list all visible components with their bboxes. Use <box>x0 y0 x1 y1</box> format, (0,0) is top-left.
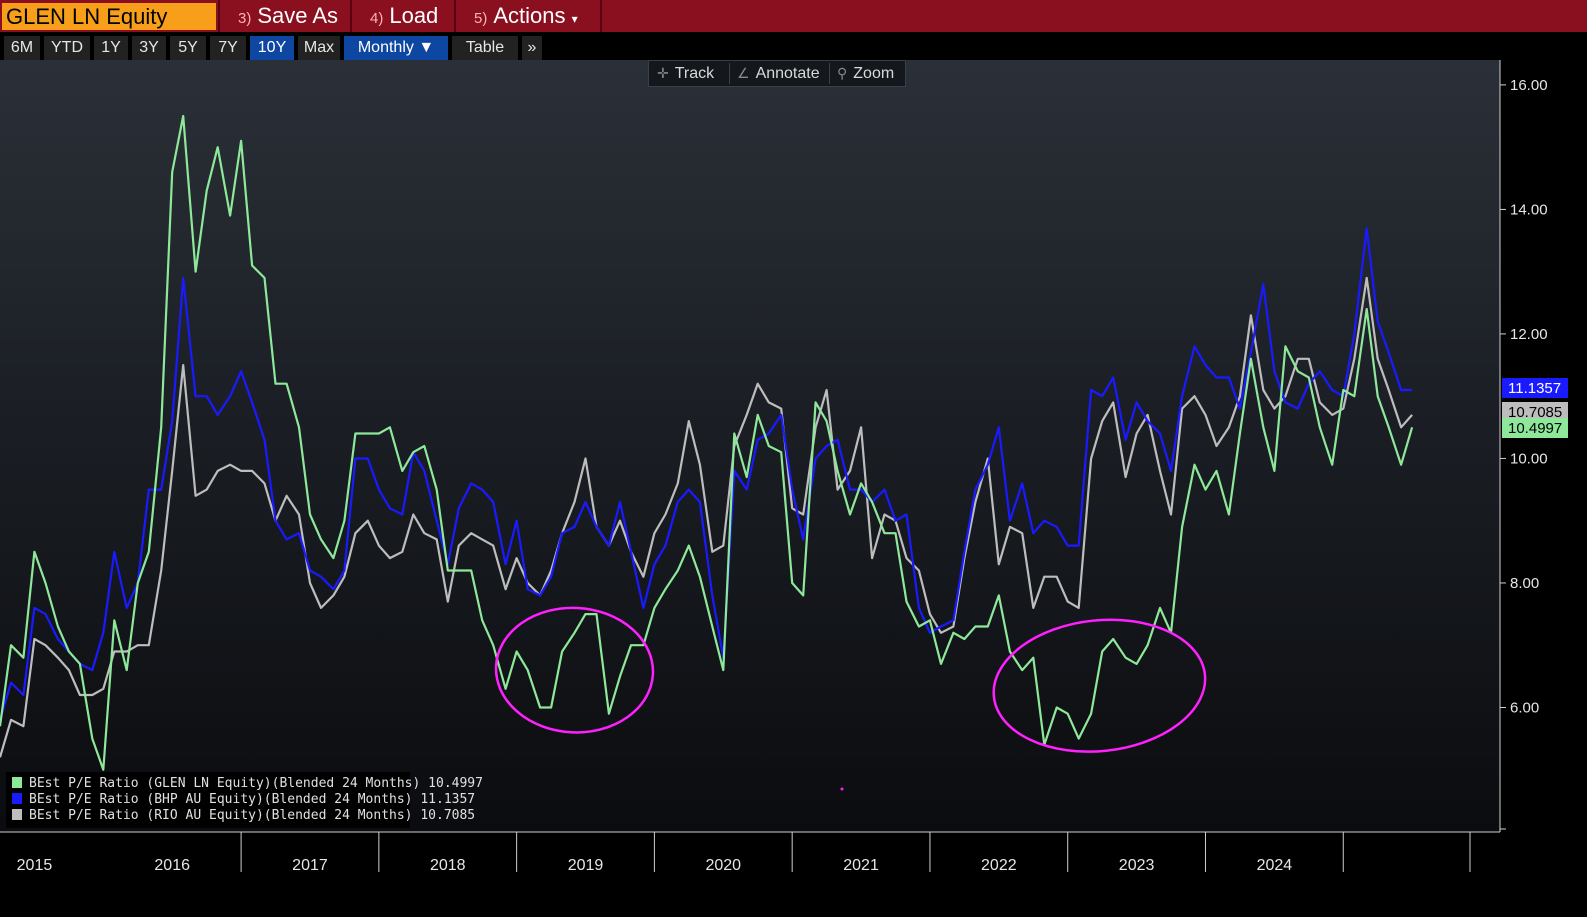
range-10y-button[interactable]: 10Y <box>250 36 294 60</box>
range-1y-button[interactable]: 1Y <box>94 36 128 60</box>
last-value-tag-rio <box>1502 402 1568 422</box>
x-tick-label: 2023 <box>1119 857 1155 874</box>
annotation-ellipse <box>992 618 1207 753</box>
annotation-ellipse <box>494 606 655 734</box>
table-button[interactable]: Table <box>452 36 518 60</box>
legend-swatch <box>12 777 22 788</box>
load-menu[interactable]: 4) Load <box>350 0 452 32</box>
y-tick-label: 10.00 <box>1510 450 1548 467</box>
legend-item-bhp[interactable]: BEst P/E Ratio (BHP AU Equity)(Blended 2… <box>12 792 475 808</box>
series-line-rio <box>0 276 1413 758</box>
frequency-dropdown[interactable]: Monthly ▼ <box>344 36 448 60</box>
annotation-dot <box>840 787 844 791</box>
last-value-tag-glen <box>1502 418 1568 438</box>
x-tick-label: 2019 <box>568 857 604 874</box>
range-3y-button[interactable]: 3Y <box>132 36 166 60</box>
legend-item-glen[interactable]: BEst P/E Ratio (GLEN LN Equity)(Blended … <box>12 776 483 792</box>
track-button[interactable]: ✛ Track <box>657 65 715 82</box>
chart-legend: BEst P/E Ratio (GLEN LN Equity)(Blended … <box>6 772 483 828</box>
x-tick-label: 2022 <box>981 857 1017 874</box>
actions-menu[interactable]: 5) Actions ▾ <box>454 0 600 32</box>
y-tick-label: 16.00 <box>1510 77 1548 94</box>
pencil-icon: ∠ <box>737 65 750 81</box>
x-tick-label: 2015 <box>17 857 53 874</box>
y-tick-label: 12.00 <box>1510 326 1548 343</box>
chart-tools-bar: ✛ Track ∠ Annotate ⚲ Zoom <box>648 60 906 87</box>
last-value-tag-bhp-text: 11.1357 <box>1508 380 1561 397</box>
x-tick-label: 2020 <box>705 857 741 874</box>
legend-swatch <box>12 809 22 820</box>
x-tick-label: 2021 <box>843 857 879 874</box>
zoom-button[interactable]: ⚲ Zoom <box>837 65 895 82</box>
legend-item-rio[interactable]: BEst P/E Ratio (RIO AU Equity)(Blended 2… <box>12 808 475 824</box>
series-line-bhp <box>0 227 1413 721</box>
series-line-glen <box>0 114 1414 771</box>
legend-swatch <box>12 793 22 804</box>
x-tick-label: 2016 <box>154 857 190 874</box>
menu-divider <box>600 0 602 32</box>
crosshair-icon: ✛ <box>657 65 669 81</box>
range-6m-button[interactable]: 6M <box>4 36 40 60</box>
ticker-field[interactable]: GLEN LN Equity <box>2 3 216 30</box>
toolbar: 6M YTD 1Y 3Y 5Y 7Y 10Y Max Monthly ▼ Tab… <box>0 34 1587 61</box>
chevron-down-icon: ▾ <box>571 12 578 26</box>
range-max-button[interactable]: Max <box>298 36 340 60</box>
range-ytd-button[interactable]: YTD <box>44 36 90 60</box>
x-tick-label: 2017 <box>292 857 328 874</box>
y-tick-label: 8.00 <box>1510 575 1539 592</box>
y-tick-label: 14.00 <box>1510 201 1548 218</box>
annotate-button[interactable]: ∠ Annotate <box>737 65 820 82</box>
plot-area[interactable] <box>0 60 1500 832</box>
header-bar: GLEN LN Equity 3) Save As 4) Load 5) Action… <box>0 0 1587 32</box>
range-5y-button[interactable]: 5Y <box>170 36 206 60</box>
last-value-tag-rio-text: 10.7085 <box>1508 404 1562 421</box>
last-value-tag-bhp <box>1502 378 1568 398</box>
more-button[interactable]: » <box>522 36 542 60</box>
save-as-menu[interactable]: 3) Save As <box>218 0 348 32</box>
tool-divider <box>729 63 730 84</box>
y-tick-label: 6.00 <box>1510 699 1539 716</box>
magnifier-icon: ⚲ <box>837 65 848 81</box>
last-value-tag-glen-text: 10.4997 <box>1508 420 1562 437</box>
x-tick-label: 2024 <box>1257 857 1293 874</box>
range-7y-button[interactable]: 7Y <box>210 36 246 60</box>
tool-divider <box>829 63 830 84</box>
x-tick-label: 2018 <box>430 857 466 874</box>
